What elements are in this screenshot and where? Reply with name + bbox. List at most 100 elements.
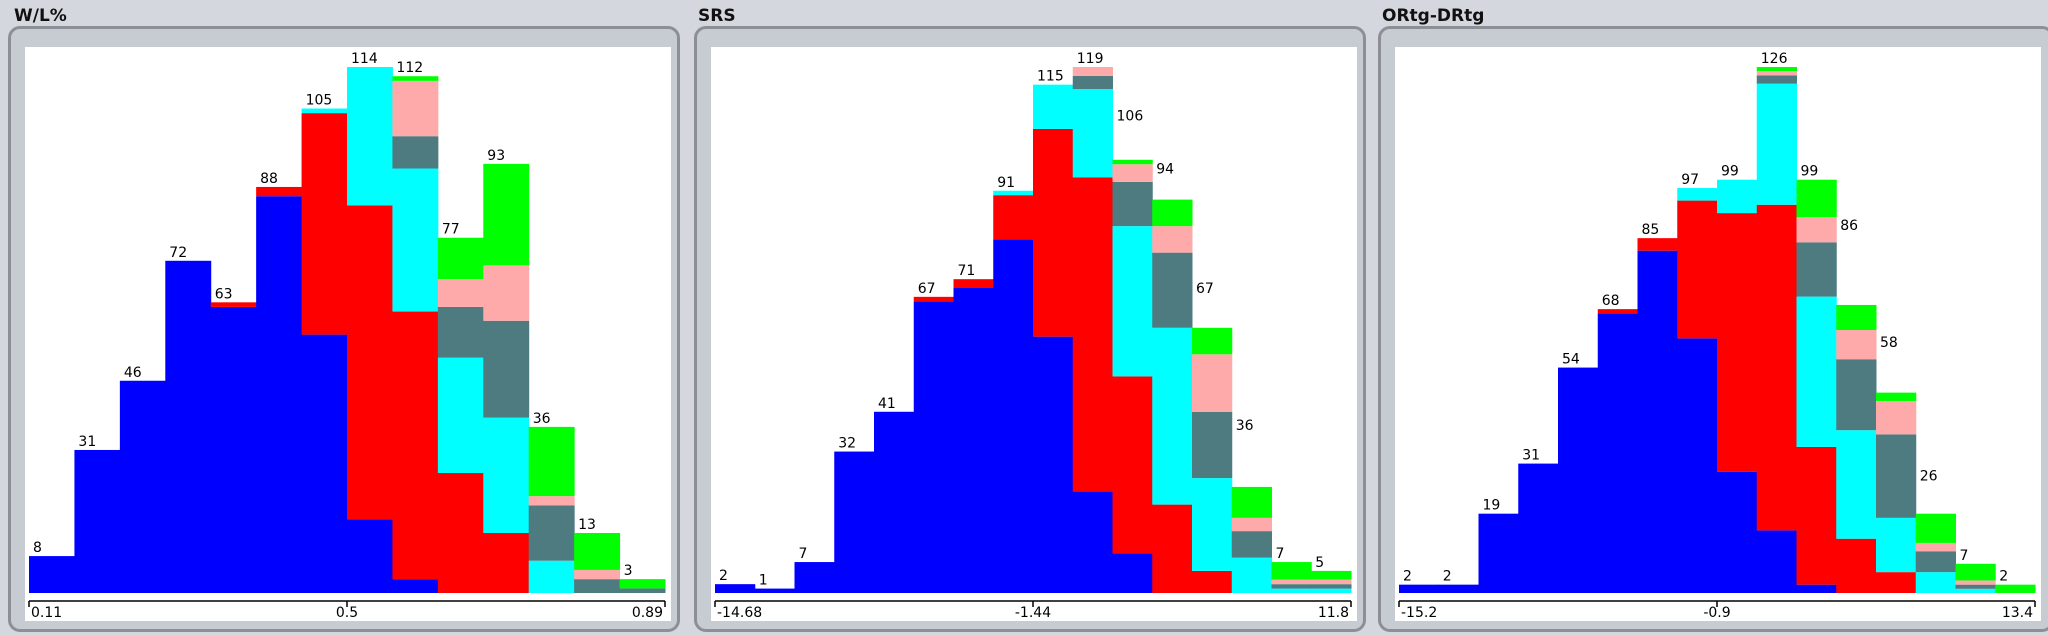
bar-segment-blue	[392, 579, 439, 593]
bar-segment-slate	[1231, 531, 1272, 558]
bar-segment-blue	[29, 556, 75, 593]
bar-segment-blue	[301, 334, 348, 593]
bar-segment-pink	[1836, 330, 1877, 360]
bar-segment-pink	[1756, 71, 1797, 76]
bar-value-label: 99	[1721, 164, 1739, 180]
bar-segment-cyan	[1192, 478, 1233, 571]
bar-segment-green	[1836, 304, 1877, 330]
bar-segment-pink	[574, 569, 621, 580]
bar-segment-cyan	[301, 108, 348, 114]
bar-segment-red	[1717, 213, 1758, 472]
bar-segment-green	[1231, 486, 1272, 518]
bar-segment-red	[1192, 570, 1233, 593]
bar-segment-cyan	[1271, 588, 1312, 593]
bar-value-label: 71	[958, 263, 976, 279]
bar-segment-cyan	[1717, 179, 1758, 214]
bar-segment-cyan	[528, 560, 575, 593]
bar-value-label: 112	[396, 60, 423, 76]
bar-segment-green	[619, 579, 666, 589]
bar-segment-blue	[165, 260, 212, 593]
chart-title: W/L%	[14, 6, 67, 26]
bar-segment-slate	[1311, 584, 1352, 589]
bar-value-label: 36	[533, 411, 551, 427]
bar-value-label: 58	[1880, 335, 1898, 351]
x-tick-label: 11.8	[1318, 605, 1349, 621]
bar-segment-pink	[1152, 226, 1193, 253]
chart-frame: 8 31 46 72 63 88 105 114 112 77 93 36 13 3 0.11 0.5 0.89	[8, 26, 680, 632]
bar-segment-blue	[256, 196, 303, 593]
x-tick-label: 13.4	[2002, 605, 2033, 621]
bar-segment-slate	[437, 306, 484, 358]
x-tick-label: -14.68	[717, 605, 762, 621]
bar-segment-slate	[483, 320, 530, 418]
bar-value-label: 72	[169, 245, 187, 261]
bar-value-label: 119	[1077, 51, 1104, 67]
bar-value-label: 2	[719, 568, 728, 584]
bar-segment-slate	[1152, 252, 1193, 328]
bar-segment-red	[483, 533, 530, 593]
bar-value-label: 8	[33, 540, 42, 556]
bar-segment-green	[437, 237, 484, 280]
bar-segment-blue	[1112, 553, 1153, 593]
bar-segment-red	[1072, 177, 1113, 492]
bar-value-label: 19	[1483, 498, 1501, 514]
bar-segment-green	[1955, 563, 1996, 581]
bar-segment-red	[1597, 309, 1638, 314]
bar-segment-blue	[1677, 338, 1718, 593]
bar-value-label: 2	[1403, 569, 1412, 585]
bar-segment-green	[1112, 159, 1153, 165]
bar-segment-green	[528, 426, 575, 497]
bar-value-label: 77	[442, 222, 460, 238]
bar-segment-slate	[619, 588, 666, 593]
plot-area: 2 1 7 32 41 67 71 91 115 119 106 94 67 36 7 5 -14.68 -1.4…	[711, 47, 1357, 621]
bar-value-label: 105	[306, 93, 333, 109]
bar-value-label: 26	[1920, 468, 1938, 484]
bar-segment-cyan	[1231, 557, 1272, 593]
bar-value-label: 91	[997, 175, 1015, 191]
x-tick-label: 0.11	[31, 605, 62, 621]
bar-segment-green	[1796, 179, 1837, 218]
bar-segment-blue	[953, 288, 994, 593]
bar-segment-red	[1112, 376, 1153, 554]
x-tick-label: -15.2	[1401, 605, 1437, 621]
bar-segment-blue	[1717, 471, 1758, 593]
x-tick-label: 0.5	[336, 605, 358, 621]
bar-segment-green	[1152, 199, 1193, 227]
bar-segment-blue	[210, 306, 257, 593]
bar-segment-cyan	[993, 190, 1034, 196]
bar-segment-red	[1033, 128, 1074, 337]
bar-segment-blue	[1558, 367, 1599, 593]
bar-segment-blue	[1438, 584, 1479, 593]
bar-value-label: 41	[878, 396, 896, 412]
plot-area: 8 31 46 72 63 88 105 114 112 77 93 36 13 3 0.11 0.5 0.89	[25, 47, 671, 621]
histogram-svg: 8 31 46 72 63 88 105 114 112 77 93 36 13 3 0.11 0.5 0.89	[28, 51, 666, 621]
bar-segment-green	[1192, 327, 1233, 355]
bar-segment-blue	[794, 562, 835, 593]
bar-value-label: 67	[1196, 281, 1214, 297]
bar-value-label: 88	[260, 171, 278, 187]
bar-segment-red	[301, 113, 348, 335]
bar-segment-cyan	[1112, 226, 1153, 377]
bar-segment-slate	[1072, 75, 1113, 90]
histogram-svg: 2 2 19 31 54 68 85 97 99 126 99 86 58 26 7 2 -15.2 -0.9 13…	[1398, 51, 2036, 621]
chart-title: SRS	[698, 6, 736, 26]
chart-frame: 2 2 19 31 54 68 85 97 99 126 99 86 58 26 7 2 -15.2 -0.9 13…	[1378, 26, 2048, 632]
bar-segment-green	[1756, 67, 1797, 72]
bar-segment-pink	[1271, 579, 1312, 585]
bar-value-label: 2	[1999, 569, 2008, 585]
bar-segment-pink	[1876, 400, 1917, 435]
bar-value-label: 93	[487, 148, 505, 164]
bar-segment-slate	[1836, 359, 1877, 431]
bar-segment-blue	[1637, 250, 1678, 593]
bar-segment-green	[1876, 392, 1917, 401]
bar-segment-cyan	[437, 357, 484, 474]
bar-segment-cyan	[1152, 327, 1193, 505]
bar-segment-pink	[1796, 217, 1837, 243]
bar-segment-cyan	[1677, 188, 1718, 201]
bar-segment-slate	[1192, 411, 1233, 479]
bar-segment-green	[1271, 562, 1312, 580]
x-tick-label: 0.89	[632, 605, 663, 621]
bar-segment-pink	[1231, 517, 1272, 532]
panel-ortg: ORtg-DRtg 2 2 19 31 54 68 85 97 99 126 99 86 58 26 7 2 -…	[1368, 0, 2048, 636]
bar-segment-blue	[754, 588, 795, 593]
